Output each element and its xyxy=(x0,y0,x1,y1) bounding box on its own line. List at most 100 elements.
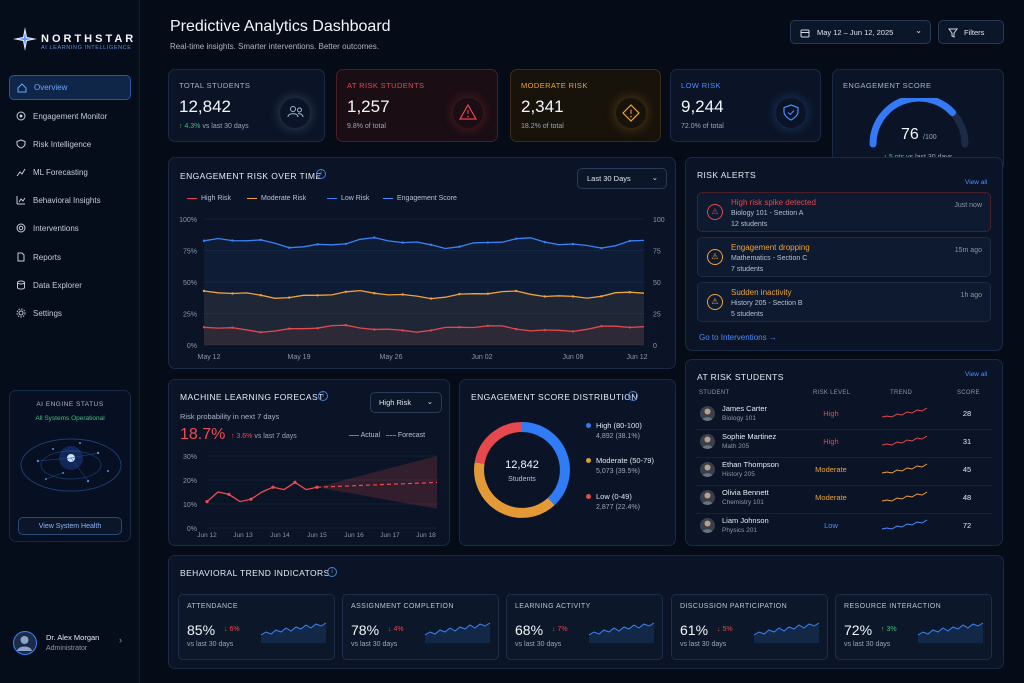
gear-icon xyxy=(16,308,26,318)
risk-alert-card[interactable]: ⚠ Engagement dropping Mathematics - Sectio… xyxy=(697,237,991,277)
risk-alert-card[interactable]: ⚠ Sudden inactivity History 205 - Section … xyxy=(697,282,991,322)
engagement-score-max: /100 xyxy=(923,134,937,141)
sparkline-path xyxy=(754,622,820,636)
sidebar-item-settings[interactable]: Settings xyxy=(9,301,131,326)
alert-caution-icon: ⚠ xyxy=(707,294,723,310)
legend-dot xyxy=(586,458,591,463)
x-tick: Jun 02 xyxy=(471,354,492,361)
indicator-delta: ↓ 7% xyxy=(552,626,568,633)
sidebar-item-ml-forecasting[interactable]: ML Forecasting xyxy=(9,160,131,185)
kpi-subtext: ↑ 4.3% vs last 30 days xyxy=(179,123,249,130)
view-system-health-button[interactable]: View System Health xyxy=(18,517,122,535)
forecast-legend-label: Forecast xyxy=(397,432,426,439)
indicator-card: ASSIGNMENT COMPLETION 78% ↓ 4% vs last 30 d… xyxy=(342,594,499,660)
x-tick: Jun 12 xyxy=(197,532,217,539)
user-profile[interactable]: Dr. Alex Morgan Administrator › xyxy=(0,620,140,666)
chart-icon xyxy=(16,168,26,177)
table-row[interactable]: Olivia Bennett Chemistry 101 Moderate 48 xyxy=(696,485,992,515)
at-risk-view-all-link[interactable]: View all xyxy=(965,371,988,378)
student-name: Liam Johnson xyxy=(722,516,769,525)
legend-detail: 5,073 (39.5%) xyxy=(596,468,640,475)
legend-item: High Risk xyxy=(187,195,231,202)
page-title: Predictive Analytics Dashboard xyxy=(170,18,391,35)
info-icon[interactable]: i xyxy=(316,169,326,179)
person-icon xyxy=(702,436,713,449)
info-icon[interactable]: i xyxy=(318,391,328,401)
series-point xyxy=(429,329,433,332)
indicator-sparkline xyxy=(754,622,820,643)
series-point xyxy=(543,295,546,298)
person-icon xyxy=(702,492,713,505)
series-point xyxy=(401,293,404,296)
forecast-delta: ↑ 3.6% xyxy=(231,433,253,440)
legend-label: High (80-100) xyxy=(596,421,642,430)
student-name: Ethan Thompson xyxy=(722,460,779,469)
table-row[interactable]: James Carter Biology 101 High 28 xyxy=(696,403,992,431)
risk-alert-card[interactable]: ⚠ High risk spike detected Biology 101 - S… xyxy=(697,192,991,232)
row-divider xyxy=(696,485,992,486)
y-tick-right: 25 xyxy=(653,312,661,319)
period-select-value: Last 30 Days xyxy=(587,174,631,183)
period-select[interactable]: Last 30 Days ⌄ xyxy=(577,168,667,189)
y-tick-left: 100% xyxy=(179,217,197,224)
indicator-card: ATTENDANCE 85% ↓ 6% vs last 30 days xyxy=(178,594,335,660)
forecast-caption: Risk probability in next 7 days xyxy=(180,412,280,421)
kpi-sub: 72.0% of total xyxy=(681,123,724,130)
table-row[interactable]: Liam Johnson Physics 201 Low 72 xyxy=(696,513,992,543)
indicator-sparkline xyxy=(425,622,491,643)
legend-label: Low Risk xyxy=(341,195,370,202)
behavioral-panel: BEHAVIORAL TREND INDICATORS i ATTENDANCE… xyxy=(168,555,1004,669)
kpi-label: AT RISK STUDENTS xyxy=(347,81,425,90)
sparkline-area xyxy=(425,623,490,643)
database-icon xyxy=(17,280,25,290)
sidebar-item-label: Risk Intelligence xyxy=(33,140,92,149)
series-point xyxy=(429,243,433,246)
series-point xyxy=(628,326,632,329)
forecast-risk-select[interactable]: High Risk ⌄ xyxy=(370,392,442,413)
alert-time: 1h ago xyxy=(960,292,982,299)
info-icon[interactable]: i xyxy=(327,567,337,577)
filters-button[interactable]: Filters xyxy=(938,20,1004,44)
student-score: 31 xyxy=(962,437,972,446)
y-tick-right: 100 xyxy=(653,217,665,224)
indicator-card: RESOURCE INTERACTION 72% ↑ 3% vs last 30 da… xyxy=(835,594,992,660)
sidebar-item-engagement-monitor[interactable]: Engagement Monitor xyxy=(9,104,131,129)
y-tick: 0% xyxy=(187,526,197,533)
at-risk-title: AT RISK STUDENTS xyxy=(697,372,784,382)
trend-sparkline xyxy=(882,407,928,418)
sidebar-item-label: Behavioral Insights xyxy=(33,196,101,205)
ml-forecast-chart: 30% 20% 10% 0%Jun 12 Jun 13 Jun 14 Jun 15 Jun 1… xyxy=(183,454,438,539)
sidebar-item-behavioral-insights[interactable]: Behavioral Insights xyxy=(9,188,131,213)
x-tick: Jun 12 xyxy=(626,354,647,361)
student-name: James Carter xyxy=(722,404,768,413)
indicator-value: 85% xyxy=(187,622,216,638)
sidebar-item-interventions[interactable]: Interventions xyxy=(9,216,131,241)
y-tick-right: 0 xyxy=(653,343,657,350)
risk-level: Moderate xyxy=(815,465,847,474)
kpi-value: 1,257 xyxy=(347,97,390,116)
y-tick-left: 75% xyxy=(183,249,197,256)
donut-center-value: 12,842 xyxy=(505,459,539,471)
sidebar-item-risk-intelligence[interactable]: Risk Intelligence xyxy=(9,132,131,157)
student-course: History 205 xyxy=(722,471,755,478)
warning-triangle-icon xyxy=(453,98,483,128)
series-point xyxy=(571,295,575,298)
series-point xyxy=(202,289,206,293)
sidebar-item-data-explorer[interactable]: Data Explorer xyxy=(9,273,131,298)
sparkline-path xyxy=(882,463,928,474)
date-range-picker[interactable]: May 12 – Jun 12, 2025 ⌄ xyxy=(790,20,931,44)
sidebar-item-reports[interactable]: Reports xyxy=(9,245,131,270)
info-icon[interactable]: i xyxy=(628,391,638,401)
risk-alerts-view-all-link[interactable]: View all xyxy=(965,179,988,186)
engagement-score-card: ENGAGEMENT SCORE 76 /100 ↑ 5 pts vs last… xyxy=(832,69,1004,171)
alert-time: 15m ago xyxy=(954,247,982,254)
sparkline-path xyxy=(882,407,928,418)
table-row[interactable]: Ethan Thompson History 205 Moderate 45 xyxy=(696,457,992,487)
sidebar-item-overview[interactable]: Overview xyxy=(9,75,131,100)
series-point xyxy=(600,324,603,328)
go-to-interventions-link[interactable]: Go to Interventions → xyxy=(699,333,777,342)
shield-icon xyxy=(16,139,26,149)
table-row[interactable]: Sophie Martinez Math 205 High 31 xyxy=(696,429,992,459)
indicator-delta: ↑ 3% xyxy=(881,626,897,633)
student-course: Chemistry 101 xyxy=(722,499,764,506)
